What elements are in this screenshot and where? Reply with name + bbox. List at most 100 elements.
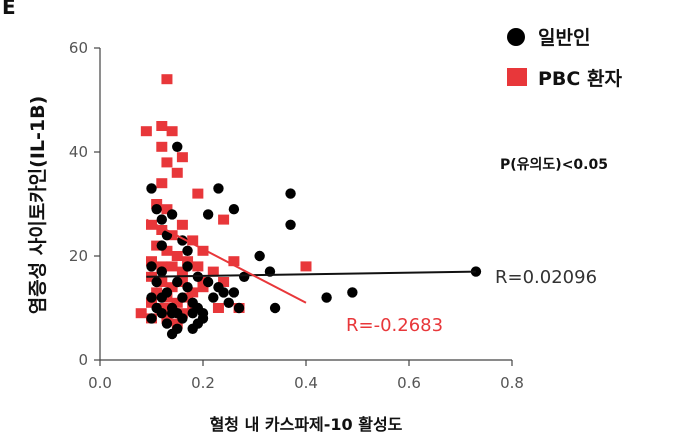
legend-label-normal: 일반인: [538, 27, 590, 49]
normal-point: [146, 261, 157, 272]
pbc-point: [300, 261, 312, 272]
pbc-point: [218, 277, 230, 287]
pbc-point: [156, 261, 168, 272]
pbc-point: [166, 282, 178, 293]
pbc-point: [192, 188, 204, 199]
normal-point: [161, 287, 173, 298]
normal-point: [208, 292, 219, 303]
normal-point: [285, 188, 296, 199]
pbc-point: [176, 152, 188, 163]
pbc-point: [161, 204, 173, 215]
pbc-point: [187, 235, 199, 246]
pbc-point: [171, 251, 183, 261]
normal-point: [172, 141, 183, 152]
pbc-point: [146, 219, 157, 230]
pbc-point: [135, 308, 147, 319]
normal-point: [172, 276, 183, 288]
legend: 일반인 PBC 환자: [507, 27, 622, 90]
p-value-annotation: P(유의도)<0.05: [500, 156, 608, 173]
r-value-pbc: R=-0.2683: [346, 315, 443, 336]
normal-point: [182, 261, 193, 272]
normal-point: [202, 276, 214, 288]
pbc-point: [218, 214, 230, 225]
normal-point: [161, 318, 173, 329]
pbc-point: [197, 245, 209, 256]
pbc-point: [166, 261, 178, 272]
pbc-point: [228, 256, 240, 267]
pbc-point: [176, 219, 188, 230]
pbc-point: [207, 266, 219, 277]
pbc-point: [171, 297, 183, 308]
normal-point: [239, 271, 250, 282]
normal-point: [218, 287, 229, 298]
normal-point: [187, 308, 198, 319]
normal-point: [233, 302, 245, 314]
pbc-point: [156, 121, 168, 131]
x-tick-label: 0.8: [500, 374, 524, 392]
legend-marker-normal: [507, 28, 525, 46]
pbc-point: [156, 178, 168, 189]
normal-point: [182, 282, 193, 293]
y-tick-label: 20: [69, 247, 88, 265]
normal-point: [182, 245, 193, 256]
normal-point: [146, 313, 157, 324]
pbc-point: [176, 266, 188, 277]
regression-line-normal: [146, 270, 476, 278]
regression-lines: R=0.02096 R=-0.2683: [145, 218, 597, 336]
normal-point: [177, 292, 188, 303]
x-tick-label: 0.6: [397, 374, 421, 392]
normal-point: [470, 266, 482, 277]
x-ticks: 0.0 0.2 0.4 0.6 0.8: [88, 360, 524, 392]
normal-point: [197, 313, 209, 324]
x-tick-label: 0.0: [88, 374, 112, 392]
pbc-point: [212, 303, 224, 313]
normal-point: [166, 308, 178, 319]
normal-point: [228, 287, 240, 298]
pbc-point: [161, 157, 173, 168]
normal-point: [146, 183, 157, 194]
x-tick-label: 0.2: [191, 374, 215, 392]
normal-point: [146, 292, 157, 303]
pbc-point: [151, 287, 163, 298]
panel-label: E: [2, 0, 16, 19]
y-tick-label: 60: [69, 39, 88, 57]
legend-marker-pbc: [507, 68, 527, 86]
normal-point: [347, 287, 358, 298]
pbc-point: [187, 287, 199, 298]
normal-point: [228, 204, 240, 215]
pbc-point: [171, 167, 183, 178]
normal-point: [172, 323, 183, 334]
pbc-point: [197, 282, 209, 293]
normal-point: [177, 313, 188, 324]
y-ticks: 0 20 40 60: [69, 39, 100, 369]
normal-point: [151, 204, 162, 215]
normal-point: [156, 266, 167, 277]
y-tick-label: 0: [78, 351, 88, 369]
regression-line-pbc: [145, 218, 307, 304]
normal-point: [202, 209, 214, 220]
normal-point: [156, 240, 167, 251]
pbc-point: [156, 141, 168, 152]
pbc-point: [161, 245, 173, 256]
y-tick-label: 40: [69, 143, 88, 161]
x-axis-label: 혈청 내 카스파제-10 활성도: [210, 415, 403, 434]
normal-point: [151, 302, 162, 314]
pbc-point: [156, 225, 168, 235]
normal-point: [269, 302, 281, 314]
pbc-point: [140, 126, 152, 137]
normal-point: [213, 183, 224, 194]
normal-point: [156, 214, 167, 225]
pbc-point: [161, 313, 173, 324]
pbc-point: [192, 261, 204, 272]
x-tick-label: 0.4: [294, 374, 318, 392]
r-value-normal: R=0.02096: [495, 267, 597, 288]
normal-point: [166, 209, 178, 220]
normal-point: [285, 219, 296, 230]
y-axis-label: 염증성 사이토카인(IL-1B): [27, 96, 49, 315]
data-points: [135, 74, 482, 340]
pbc-point: [161, 74, 173, 85]
normal-point: [223, 297, 234, 308]
legend-label-pbc: PBC 환자: [538, 68, 622, 90]
normal-point: [151, 276, 162, 288]
